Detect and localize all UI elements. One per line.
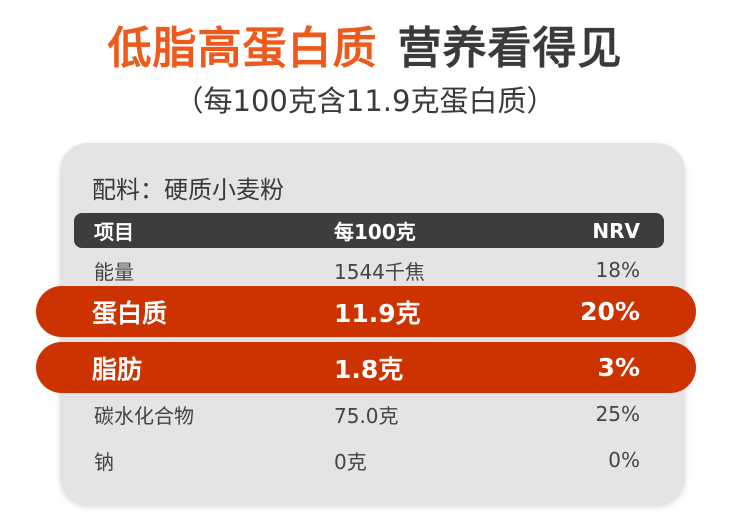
- headline-rest: 营养看得见: [397, 23, 623, 74]
- table-row-highlight: 蛋白质 11.9克 20%: [36, 286, 696, 337]
- table-row-highlight: 脂肪 1.8克 3%: [36, 342, 696, 393]
- cell-item: 蛋白质: [92, 298, 168, 328]
- ingredients: 配料：硬质小麦粉: [92, 176, 284, 204]
- headline: 低脂高蛋白质 营养看得见: [0, 12, 730, 76]
- cell-nrv: 18%: [595, 258, 640, 282]
- cell-item: 钠: [94, 449, 114, 474]
- subtitle: （每100克含11.9克蛋白质）: [174, 84, 556, 118]
- cell-value: 1.8克: [334, 354, 404, 384]
- headline-highlight: 低脂高蛋白质: [107, 23, 378, 74]
- cell-nrv: 3%: [597, 353, 640, 382]
- cell-nrv: 0%: [608, 448, 640, 472]
- cell-item: 脂肪: [92, 354, 143, 384]
- cell-value: 11.9克: [334, 298, 421, 328]
- table-row: 能量 1544千焦 18%: [74, 252, 664, 288]
- cell-value: 75.0克: [334, 403, 399, 428]
- header-per100g: 每100克: [334, 220, 416, 244]
- cell-item: 碳水化合物: [94, 403, 194, 428]
- cell-nrv: 20%: [580, 297, 640, 326]
- cell-value: 0克: [334, 449, 367, 474]
- header-nrv: NRV: [592, 218, 640, 243]
- table-header: 项目 每100克 NRV: [74, 213, 664, 248]
- table-row: 碳水化合物 75.0克 25%: [74, 396, 664, 432]
- cell-item: 能量: [94, 259, 134, 284]
- header-item: 项目: [94, 220, 134, 244]
- cell-value: 1544千焦: [334, 259, 425, 284]
- cell-nrv: 25%: [595, 402, 640, 426]
- table-row: 钠 0克 0%: [74, 442, 664, 478]
